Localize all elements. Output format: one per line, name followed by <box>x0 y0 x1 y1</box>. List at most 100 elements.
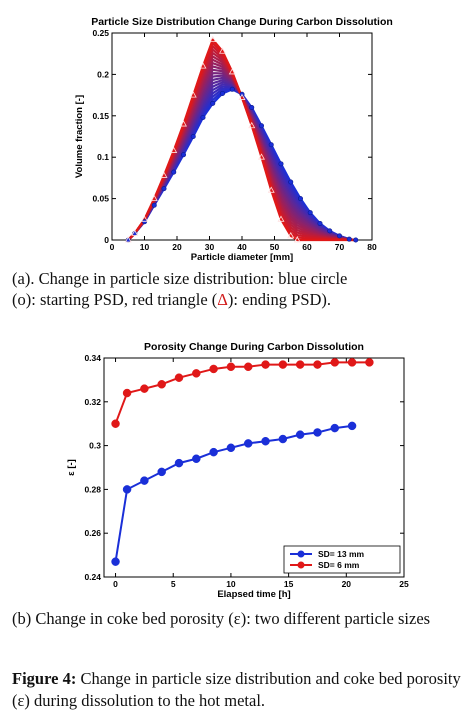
psd-ytick-label: 0.15 <box>92 111 109 121</box>
porosity-series-point <box>261 436 270 446</box>
psd-chart: 0 10 20 30 40 50 60 70 8000.050.10.150.20.25Part… <box>74 16 393 263</box>
porosity-series-point <box>295 360 305 369</box>
porosity-xlabel: Elapsed time [h] <box>217 589 290 600</box>
porosity-series-line <box>114 361 370 425</box>
porosity-series-point <box>174 458 184 468</box>
psd-end-point <box>238 93 246 100</box>
figure-text: Change in particle size distribution and… <box>12 669 461 710</box>
porosity-xtick-label: 20 <box>342 579 352 589</box>
porosity-series-point <box>157 467 166 477</box>
porosity-legend-box <box>283 545 401 574</box>
caption-psd: (a). Change in particle size distributio… <box>12 268 464 310</box>
porosity-series-1 <box>111 358 374 428</box>
porosity-ylabel: ε [-] <box>66 459 77 476</box>
psd-start-point <box>181 152 187 158</box>
psd-end-point <box>248 121 256 129</box>
porosity-legend-label: SD= 13 mm <box>318 549 365 559</box>
porosity-series-point <box>226 362 236 372</box>
caption-psd-line2: (o): starting PSD, red triangle (Δ): end… <box>12 289 464 310</box>
porosity-series-point <box>192 369 201 378</box>
psd-start-point <box>278 161 284 167</box>
caption-porosity: (b) Change in coke bed porosity (ε): two… <box>12 609 431 628</box>
psd-start-point <box>258 123 264 129</box>
psd-end-point <box>170 146 178 153</box>
porosity-series-point <box>261 360 270 369</box>
psd-series-group <box>124 35 359 243</box>
caption-psd-line2-start: (o): starting PSD, red triangle ( <box>12 290 218 309</box>
porosity-ytick-label: 0.3 <box>89 441 101 451</box>
porosity-ytick-label: 0.32 <box>84 397 101 407</box>
porosity-series-point <box>365 358 374 367</box>
porosity-series-point <box>313 428 322 437</box>
psd-xtick-label: 20 <box>172 242 182 252</box>
psd-end-point <box>293 236 301 243</box>
psd-title: Particle Size Distribution Change During… <box>91 16 393 28</box>
red-triangle-glyph: Δ <box>217 290 228 309</box>
figure-caption: Figure 4: Change in particle size distri… <box>12 668 464 712</box>
porosity-series-0 <box>111 421 357 566</box>
psd-start-point <box>327 228 333 234</box>
psd-start-point <box>200 114 206 120</box>
porosity-series-point <box>122 388 132 398</box>
psd-xtick-label: 50 <box>270 242 280 252</box>
psd-end-point <box>124 236 132 243</box>
porosity-series-point <box>140 384 149 393</box>
psd-ylabel: Volume fraction [-] <box>74 95 85 178</box>
psd-end-point <box>209 35 217 43</box>
porosity-series-point <box>278 434 288 444</box>
porosity-xtick-label: 0 <box>113 579 118 589</box>
porosity-ytick-label: 0.26 <box>84 528 101 538</box>
psd-start-point <box>142 219 148 225</box>
psd-start-point <box>151 202 157 208</box>
psd-start-point <box>161 186 167 192</box>
psd-ytick-label: 0.05 <box>92 194 109 204</box>
psd-xtick-label: 80 <box>367 242 377 252</box>
psd-xtick-label: 0 <box>110 242 115 252</box>
psd-xtick-label: 60 <box>302 242 312 252</box>
caption-psd-line1: (a). Change in particle size distributio… <box>12 269 348 288</box>
porosity-series-point <box>192 454 201 463</box>
psd-start-point <box>353 237 359 243</box>
porosity-ytick-label: 0.34 <box>84 353 101 363</box>
psd-series-line-19 <box>127 38 356 242</box>
psd-xtick-label: 10 <box>140 242 150 252</box>
psd-end-point <box>287 232 295 239</box>
psd-ytick-label: 0.1 <box>97 152 109 162</box>
psd-xtick-label: 70 <box>335 242 345 252</box>
psd-start-point <box>336 233 342 239</box>
psd-start-point <box>171 169 177 175</box>
porosity-series-point <box>313 360 322 369</box>
porosity-series-point <box>278 360 288 369</box>
porosity-series-point <box>122 485 132 494</box>
psd-ytick-label: 0 <box>104 235 109 245</box>
psd-start-point <box>249 105 255 111</box>
psd-start-point <box>288 179 294 185</box>
porosity-series-point <box>330 423 340 433</box>
psd-end-point <box>267 186 275 193</box>
caption-psd-line2-end: ): ending PSD). <box>227 290 332 309</box>
psd-start-point <box>307 210 313 216</box>
porosity-ytick-label: 0.28 <box>84 484 101 494</box>
psd-start-point <box>190 134 196 140</box>
porosity-series-point <box>330 358 340 367</box>
porosity-series-point <box>209 364 218 374</box>
psd-end-point <box>228 68 236 75</box>
psd-xtick-label: 30 <box>205 242 215 252</box>
porosity-chart: 0 5 10 15 20 25 0.24 0.26 0.28 0.3 0.32 0.34 Porosit… <box>66 341 409 600</box>
porosity-series-point <box>347 421 357 431</box>
psd-start-point <box>268 142 274 148</box>
psd-end-point <box>160 171 168 178</box>
psd-start-point <box>317 220 323 226</box>
psd-end-point <box>131 229 139 236</box>
porosity-xtick-label: 10 <box>226 579 236 589</box>
porosity-series-point <box>174 373 184 382</box>
figure-label: Figure 4: <box>12 669 77 688</box>
porosity-series-point <box>295 430 305 439</box>
psd-end-point <box>150 194 158 202</box>
psd-start-point <box>346 236 352 242</box>
porosity-series-point <box>157 380 166 389</box>
porosity-xtick-label: 15 <box>284 579 294 589</box>
psd-start-point <box>220 90 226 96</box>
porosity-ytick-label: 0.24 <box>84 572 101 582</box>
